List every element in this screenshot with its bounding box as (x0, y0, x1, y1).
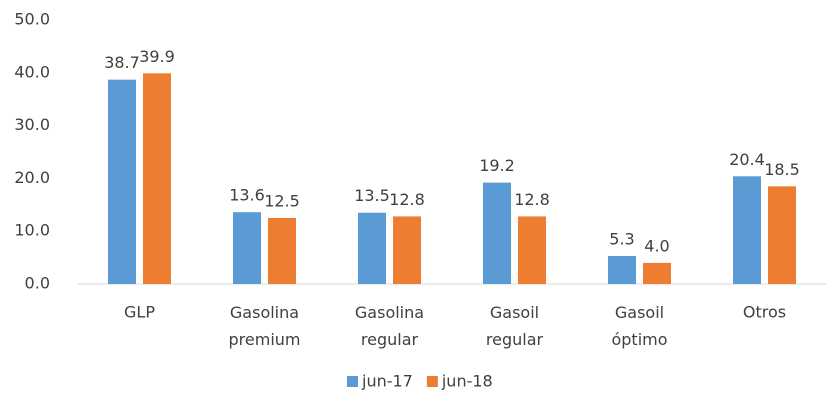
data-label: 38.7 (104, 53, 140, 72)
data-label: 12.8 (389, 190, 425, 209)
legend-label: jun-18 (441, 372, 493, 391)
y-tick-label: 0.0 (25, 274, 50, 293)
y-tick-label: 30.0 (14, 115, 50, 134)
data-label: 12.5 (264, 192, 300, 211)
data-label: 39.9 (139, 47, 175, 66)
bar (483, 182, 511, 284)
bar (768, 186, 796, 284)
y-tick-label: 40.0 (14, 62, 50, 81)
x-tick-label: GLP (124, 303, 155, 322)
y-tick-label: 10.0 (14, 221, 50, 240)
data-label: 13.5 (354, 186, 390, 205)
x-tick-label: Gasoil óptimo (611, 303, 667, 349)
bar (643, 262, 671, 284)
bar (608, 256, 636, 284)
bar (733, 176, 761, 284)
bar (108, 79, 136, 284)
x-tick-label: Otros (743, 303, 786, 322)
data-label: 18.5 (764, 160, 800, 179)
bar (233, 212, 261, 284)
y-tick-label: 50.0 (14, 10, 50, 29)
legend-label: jun-17 (361, 372, 413, 391)
x-tick-label: Gasolina regular (355, 303, 424, 349)
bar (143, 73, 171, 284)
data-label: 4.0 (644, 236, 669, 255)
legend-swatch (347, 376, 358, 387)
bar (518, 216, 546, 284)
data-label: 12.8 (514, 190, 550, 209)
legend-swatch (426, 376, 438, 387)
data-label: 20.4 (729, 150, 765, 169)
bar (268, 218, 296, 284)
y-tick-label: 20.0 (14, 168, 50, 187)
bar (393, 216, 421, 284)
x-tick-label: Gasolina premium (229, 303, 301, 349)
data-label: 19.2 (479, 156, 515, 175)
bar (358, 212, 386, 284)
data-label: 13.6 (229, 186, 265, 205)
data-label: 5.3 (609, 230, 634, 249)
x-tick-label: Gasoil regular (486, 303, 544, 349)
